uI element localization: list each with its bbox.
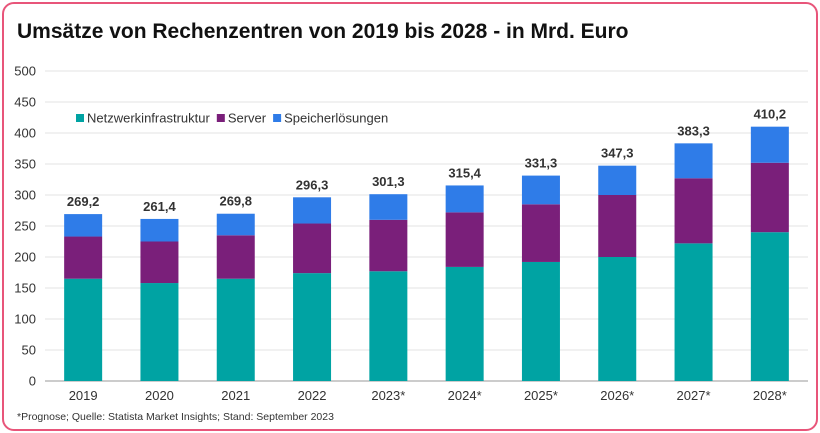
- x-tick-label: 2021: [221, 388, 250, 403]
- total-label: 347,3: [601, 146, 634, 161]
- bar-segment-server: [293, 223, 332, 274]
- bar-segment-netzwerkinfrastruktur: [216, 278, 255, 381]
- total-label: 331,3: [525, 156, 558, 171]
- x-tick-label: 2028*: [753, 388, 787, 403]
- chart-footnote: *Prognose; Quelle: Statista Market Insig…: [17, 411, 334, 423]
- total-label: 410,2: [754, 107, 787, 122]
- legend-swatch: [76, 114, 84, 122]
- y-tick-label: 100: [14, 312, 36, 327]
- bar-segment-netzwerkinfrastruktur: [293, 273, 332, 381]
- y-tick-label: 400: [14, 126, 36, 141]
- bar-segment-speicherlösungen: [445, 185, 484, 213]
- bar-segment-netzwerkinfrastruktur: [369, 271, 408, 381]
- x-tick-label: 2024*: [448, 388, 482, 403]
- bar-segment-server: [140, 241, 179, 284]
- total-labels: 269,2 261,4 269,8 296,3 301,3 315,4 331,3 347,3…: [67, 107, 786, 214]
- x-tick-label: 2023*: [371, 388, 405, 403]
- bars: [64, 126, 789, 381]
- bar-segment-netzwerkinfrastruktur: [140, 283, 179, 381]
- x-tick-label: 2022: [298, 388, 327, 403]
- bar-segment-speicherlösungen: [140, 218, 179, 242]
- bar-segment-server: [674, 178, 713, 244]
- bar-segment-speicherlösungen: [674, 143, 713, 179]
- x-tick-label: 2020: [145, 388, 174, 403]
- bar-segment-server: [521, 204, 560, 262]
- bar-segment-netzwerkinfrastruktur: [674, 243, 713, 381]
- y-tick-label: 150: [14, 281, 36, 296]
- y-tick-label: 0: [29, 374, 36, 389]
- bar-segment-speicherlösungen: [750, 126, 789, 163]
- total-label: 269,8: [219, 194, 252, 209]
- legend-swatch: [216, 114, 225, 122]
- bar-segment-speicherlösungen: [216, 213, 255, 236]
- bar-segment-netzwerkinfrastruktur: [64, 278, 103, 381]
- y-tick-label: 500: [14, 64, 36, 79]
- bar-segment-speicherlösungen: [598, 165, 637, 195]
- bar-segment-netzwerkinfrastruktur: [750, 232, 789, 381]
- y-tick-label: 450: [14, 95, 36, 110]
- bar-segment-speicherlösungen: [64, 214, 103, 237]
- bar-segment-speicherlösungen: [293, 197, 332, 224]
- x-tick-label: 2026*: [600, 388, 634, 403]
- legend: Netzwerkinfrastruktur Server Speicherlösun…: [76, 111, 388, 126]
- legend-label: Speicherlösungen: [284, 111, 388, 126]
- bar-segment-server: [369, 219, 408, 272]
- total-label: 383,3: [677, 123, 710, 138]
- total-label: 269,2: [67, 194, 100, 209]
- total-label: 296,3: [296, 177, 329, 192]
- bar-segment-server: [216, 235, 255, 279]
- chart-title: Umsätze von Rechenzentren von 2019 bis 2…: [17, 20, 629, 43]
- bar-segment-netzwerkinfrastruktur: [521, 261, 560, 381]
- total-label: 315,4: [448, 165, 481, 180]
- bar-segment-server: [750, 162, 789, 233]
- bar-segment-server: [598, 195, 637, 257]
- total-label: 261,4: [143, 199, 176, 214]
- y-tick-label: 250: [14, 219, 36, 234]
- y-tick-label: 300: [14, 188, 36, 203]
- y-axis: 0 50 100 150 200 250 300 350 400 450 500: [14, 64, 36, 389]
- bar-segment-netzwerkinfrastruktur: [445, 266, 484, 381]
- total-label: 301,3: [372, 174, 405, 189]
- y-tick-label: 200: [14, 250, 36, 265]
- x-tick-label: 2019: [69, 388, 98, 403]
- bar-segment-netzwerkinfrastruktur: [598, 257, 637, 381]
- legend-swatch: [273, 114, 282, 122]
- bar-segment-speicherlösungen: [521, 175, 560, 205]
- legend-label: Netzwerkinfrastruktur: [87, 111, 210, 126]
- bar-segment-server: [445, 212, 484, 267]
- x-tick-label: 2027*: [677, 388, 711, 403]
- x-axis: 2019 2020 2021 2022 2023* 2024* 2025* 2026* 2027…: [69, 388, 787, 403]
- y-tick-label: 50: [22, 343, 36, 358]
- legend-label: Server: [228, 111, 267, 126]
- y-tick-label: 350: [14, 157, 36, 172]
- x-tick-label: 2025*: [524, 388, 558, 403]
- bar-segment-speicherlösungen: [369, 194, 408, 220]
- bar-segment-server: [64, 236, 103, 279]
